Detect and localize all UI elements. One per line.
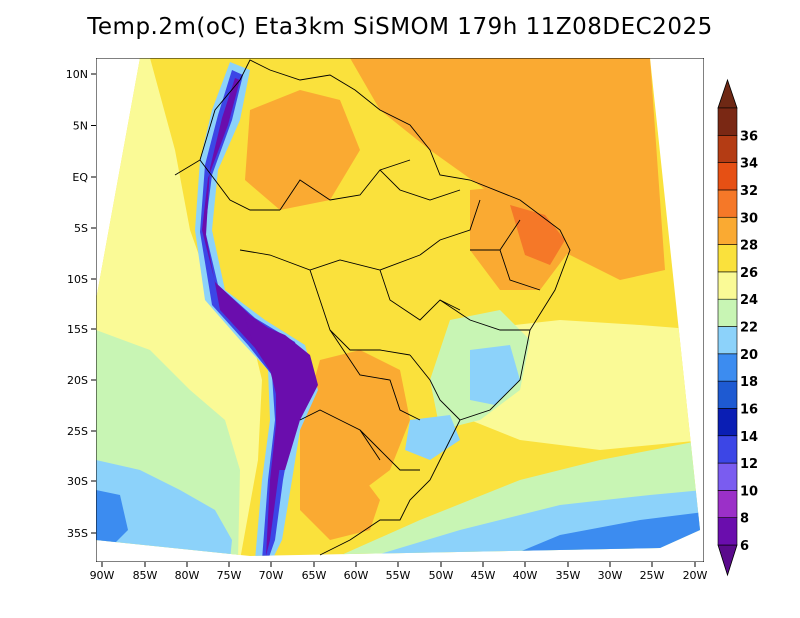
lon-label: 25W [640,569,665,582]
colorbar-swatch [717,490,738,518]
latitude-axis: 10N 5N EQ 5S 10S 15S 20S 25S 30S 35S [66,68,96,540]
lat-label: 15S [67,323,88,336]
lat-label: 5S [74,222,88,235]
colorbar-label: 16 [740,402,758,417]
lat-label: 5N [73,120,88,133]
colorbar-under-triangle [717,544,738,577]
colorbar-label: 10 [740,484,758,499]
colorbar-label: 22 [740,321,758,336]
lon-label: 70W [259,569,284,582]
lon-label: 90W [90,569,115,582]
lon-label: 30W [598,569,623,582]
colorbar-swatch [717,107,738,136]
colorbar-swatch [717,435,738,464]
colorbar-label: 30 [740,211,758,226]
south-atlantic-coldest [500,512,700,556]
lon-label: 80W [175,569,200,582]
colorbar-swatch [717,135,738,163]
lon-label: 50W [429,569,454,582]
colorbar-swatch [717,353,738,382]
colorbar-swatch [717,517,738,546]
lon-label: 45W [471,569,496,582]
colorbar-label: 20 [740,348,758,363]
colorbar-label: 32 [740,184,758,199]
colorbar-over-triangle [717,78,738,109]
lon-label: 55W [386,569,411,582]
colorbar-label: 8 [740,512,749,527]
southeast-cooler [470,345,520,405]
map-title: Temp.2m(oC) Eta3km SiSMOM 179h 11Z08DEC2… [87,14,713,40]
colorbar: 6 8 10 12 14 16 18 20 22 24 26 28 30 32 34 36 [717,78,758,577]
colorbar-label: 26 [740,266,758,281]
pacific-coldest-region [96,490,128,550]
north-atlantic-warm [350,58,665,280]
lat-label: 35S [67,527,88,540]
colorbar-label: 36 [740,129,758,144]
colorbar-label: 6 [740,539,749,554]
lat-label: 10N [66,68,88,81]
altiplano-cold [245,318,318,470]
colorbar-swatch [717,244,738,273]
lon-label: 85W [133,569,158,582]
colorbar-label: 14 [740,430,758,445]
atlantic-mid-band [470,320,700,450]
colorbar-swatch [717,271,738,300]
colorbar-swatch [717,216,738,245]
colorbar-swatch [717,326,738,355]
colorbar-swatch [717,408,738,437]
lon-label: 40W [513,569,538,582]
lat-label: 30S [67,475,88,488]
colorbar-swatch [717,380,738,409]
colorbar-swatch [717,189,738,218]
political-borders [174,59,571,556]
colorbar-swatch [717,298,738,327]
lat-label: EQ [72,171,88,184]
colorbar-swatch [717,462,738,491]
colorbar-label: 24 [740,293,758,308]
south-brazil-cool [405,415,460,460]
lon-label: 60W [344,569,369,582]
colorbar-label: 12 [740,457,758,472]
lon-label: 75W [217,569,242,582]
lat-label: 10S [67,273,88,286]
lat-label: 20S [67,374,88,387]
colorbar-swatch [717,162,738,191]
colorbar-label: 28 [740,239,758,254]
land-hot-northeast [510,205,565,265]
land-warm-south [300,430,380,540]
map-area [96,58,704,562]
lon-label: 65W [302,569,327,582]
pacific-cold-region [96,460,232,556]
lat-label: 25S [67,425,88,438]
longitude-axis: 90W 85W 80W 75W 70W 65W 60W 55W 50W 45W … [90,562,708,582]
lon-label: 35W [556,569,581,582]
lon-label: 20W [683,569,708,582]
colorbar-label: 34 [740,157,758,172]
andes-coldest-band [202,78,298,556]
land-warm-interior [245,90,360,210]
colorbar-label: 18 [740,375,758,390]
